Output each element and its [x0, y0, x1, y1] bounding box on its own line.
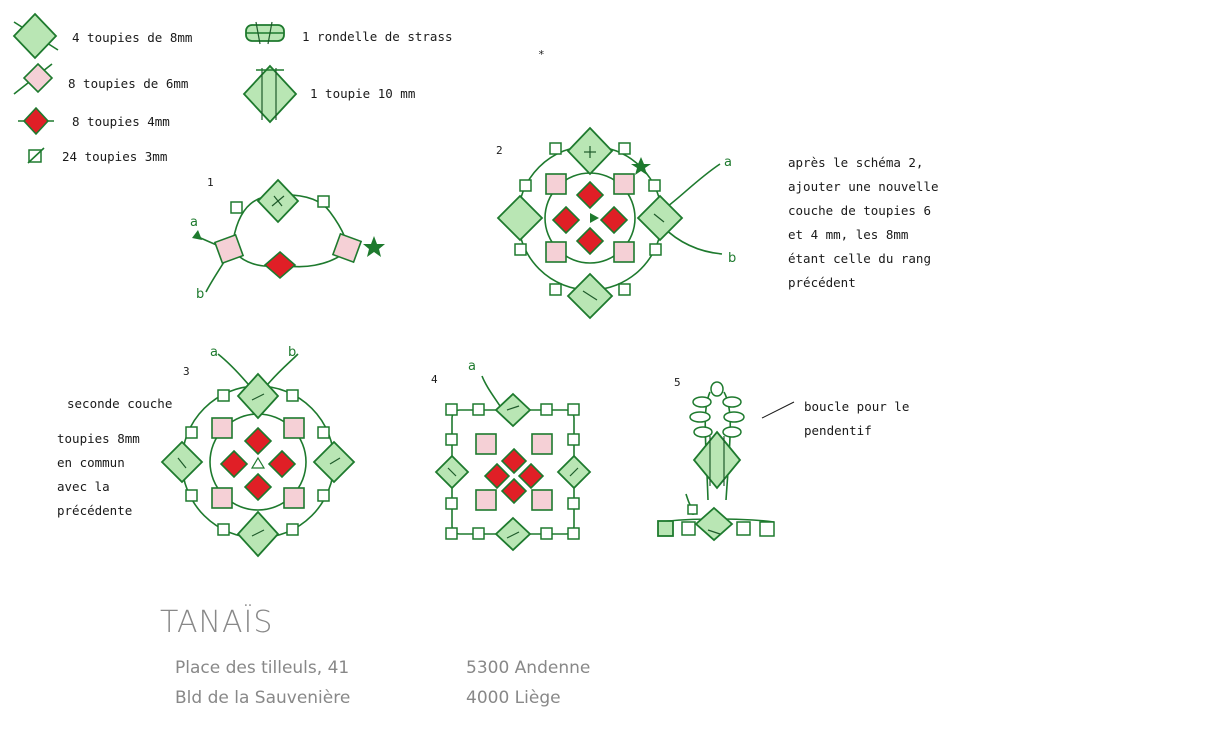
toupie-6mm-icon	[13, 62, 54, 95]
legend: 4 toupies de 8mm 8 toupies de 6mm 8 toup…	[12, 12, 453, 164]
step-4-thread-a: a	[468, 359, 476, 374]
address-street-1: Place des tilleuls, 41	[175, 658, 349, 678]
toupie-8mm-icon	[12, 12, 59, 60]
step-2-note-line-2: ajouter une nouvelle	[788, 179, 939, 194]
step-2-note-line-4: et 4 mm, les 8mm	[788, 227, 908, 242]
step-3-note-line-2: en commun	[57, 455, 125, 470]
step-3-note-line-4: précédente	[57, 503, 132, 518]
step-3-number: 3	[183, 365, 190, 378]
step-3-note: seconde couche toupies 8mm en commun ave…	[57, 396, 172, 518]
step-1-thread-b: b	[196, 287, 204, 302]
step-2-diagram: 2 a b	[496, 126, 736, 320]
step-5-diagram: 5	[657, 376, 795, 542]
step-2-thread-b: b	[728, 251, 736, 266]
toupie-4mm-icon	[18, 106, 54, 136]
legend-label-4mm: 8 toupies 4mm	[72, 114, 170, 129]
step-3-diagram: 3 a b	[160, 345, 356, 558]
legend-label-10mm: 1 toupie 10 mm	[310, 86, 415, 101]
legend-label-6mm: 8 toupies de 6mm	[68, 76, 188, 91]
step-5-note-line-2: pendentif	[804, 423, 872, 438]
address-city-2: 4000 Liège	[466, 688, 561, 708]
step-2-note-line-5: étant celle du rang	[788, 251, 931, 266]
step-4-diagram: 4 a	[431, 359, 592, 552]
step-3-note-line-3: avec la	[57, 479, 110, 494]
step-1-number: 1	[207, 176, 214, 189]
step-1-thread-a: a	[190, 215, 198, 230]
step-2-thread-a: a	[724, 155, 732, 170]
step-2-note-line-1: après le schéma 2,	[788, 155, 923, 170]
brand-name: TANAÏS	[160, 604, 273, 640]
toupie-10mm-icon	[242, 64, 298, 124]
legend-label-3mm: 24 toupies 3mm	[62, 149, 167, 164]
step-4-number: 4	[431, 373, 438, 386]
step-3-note-line-1: toupies 8mm	[57, 431, 140, 446]
step-2-note-line-3: couche de toupies 6	[788, 203, 931, 218]
legend-label-rondelle: 1 rondelle de strass	[302, 29, 453, 44]
address-city-1: 5300 Andenne	[466, 658, 590, 678]
stray-mark: *	[538, 48, 545, 61]
step-2-note-line-6: précédent	[788, 275, 856, 290]
step-2-number: 2	[496, 144, 503, 157]
step-5-note: boucle pour le pendentif	[804, 399, 909, 438]
step-5-note-line-1: boucle pour le	[804, 399, 909, 414]
step-5-number: 5	[674, 376, 681, 389]
step-3-thread-a: a	[210, 345, 218, 360]
step-2-note: après le schéma 2, ajouter une nouvelle …	[788, 155, 939, 290]
legend-label-8mm: 4 toupies de 8mm	[72, 30, 192, 45]
step-3-note-title: seconde couche	[67, 396, 172, 411]
step-1-diagram: 1 a b	[190, 176, 385, 302]
address-street-2: Bld de la Sauvenière	[175, 688, 350, 708]
footer: TANAÏS Place des tilleuls, 41 5300 Anden…	[160, 604, 590, 708]
toupie-3mm-icon	[27, 147, 45, 164]
rondelle-strass-icon	[245, 21, 285, 45]
step-3-thread-b: b	[288, 345, 296, 360]
